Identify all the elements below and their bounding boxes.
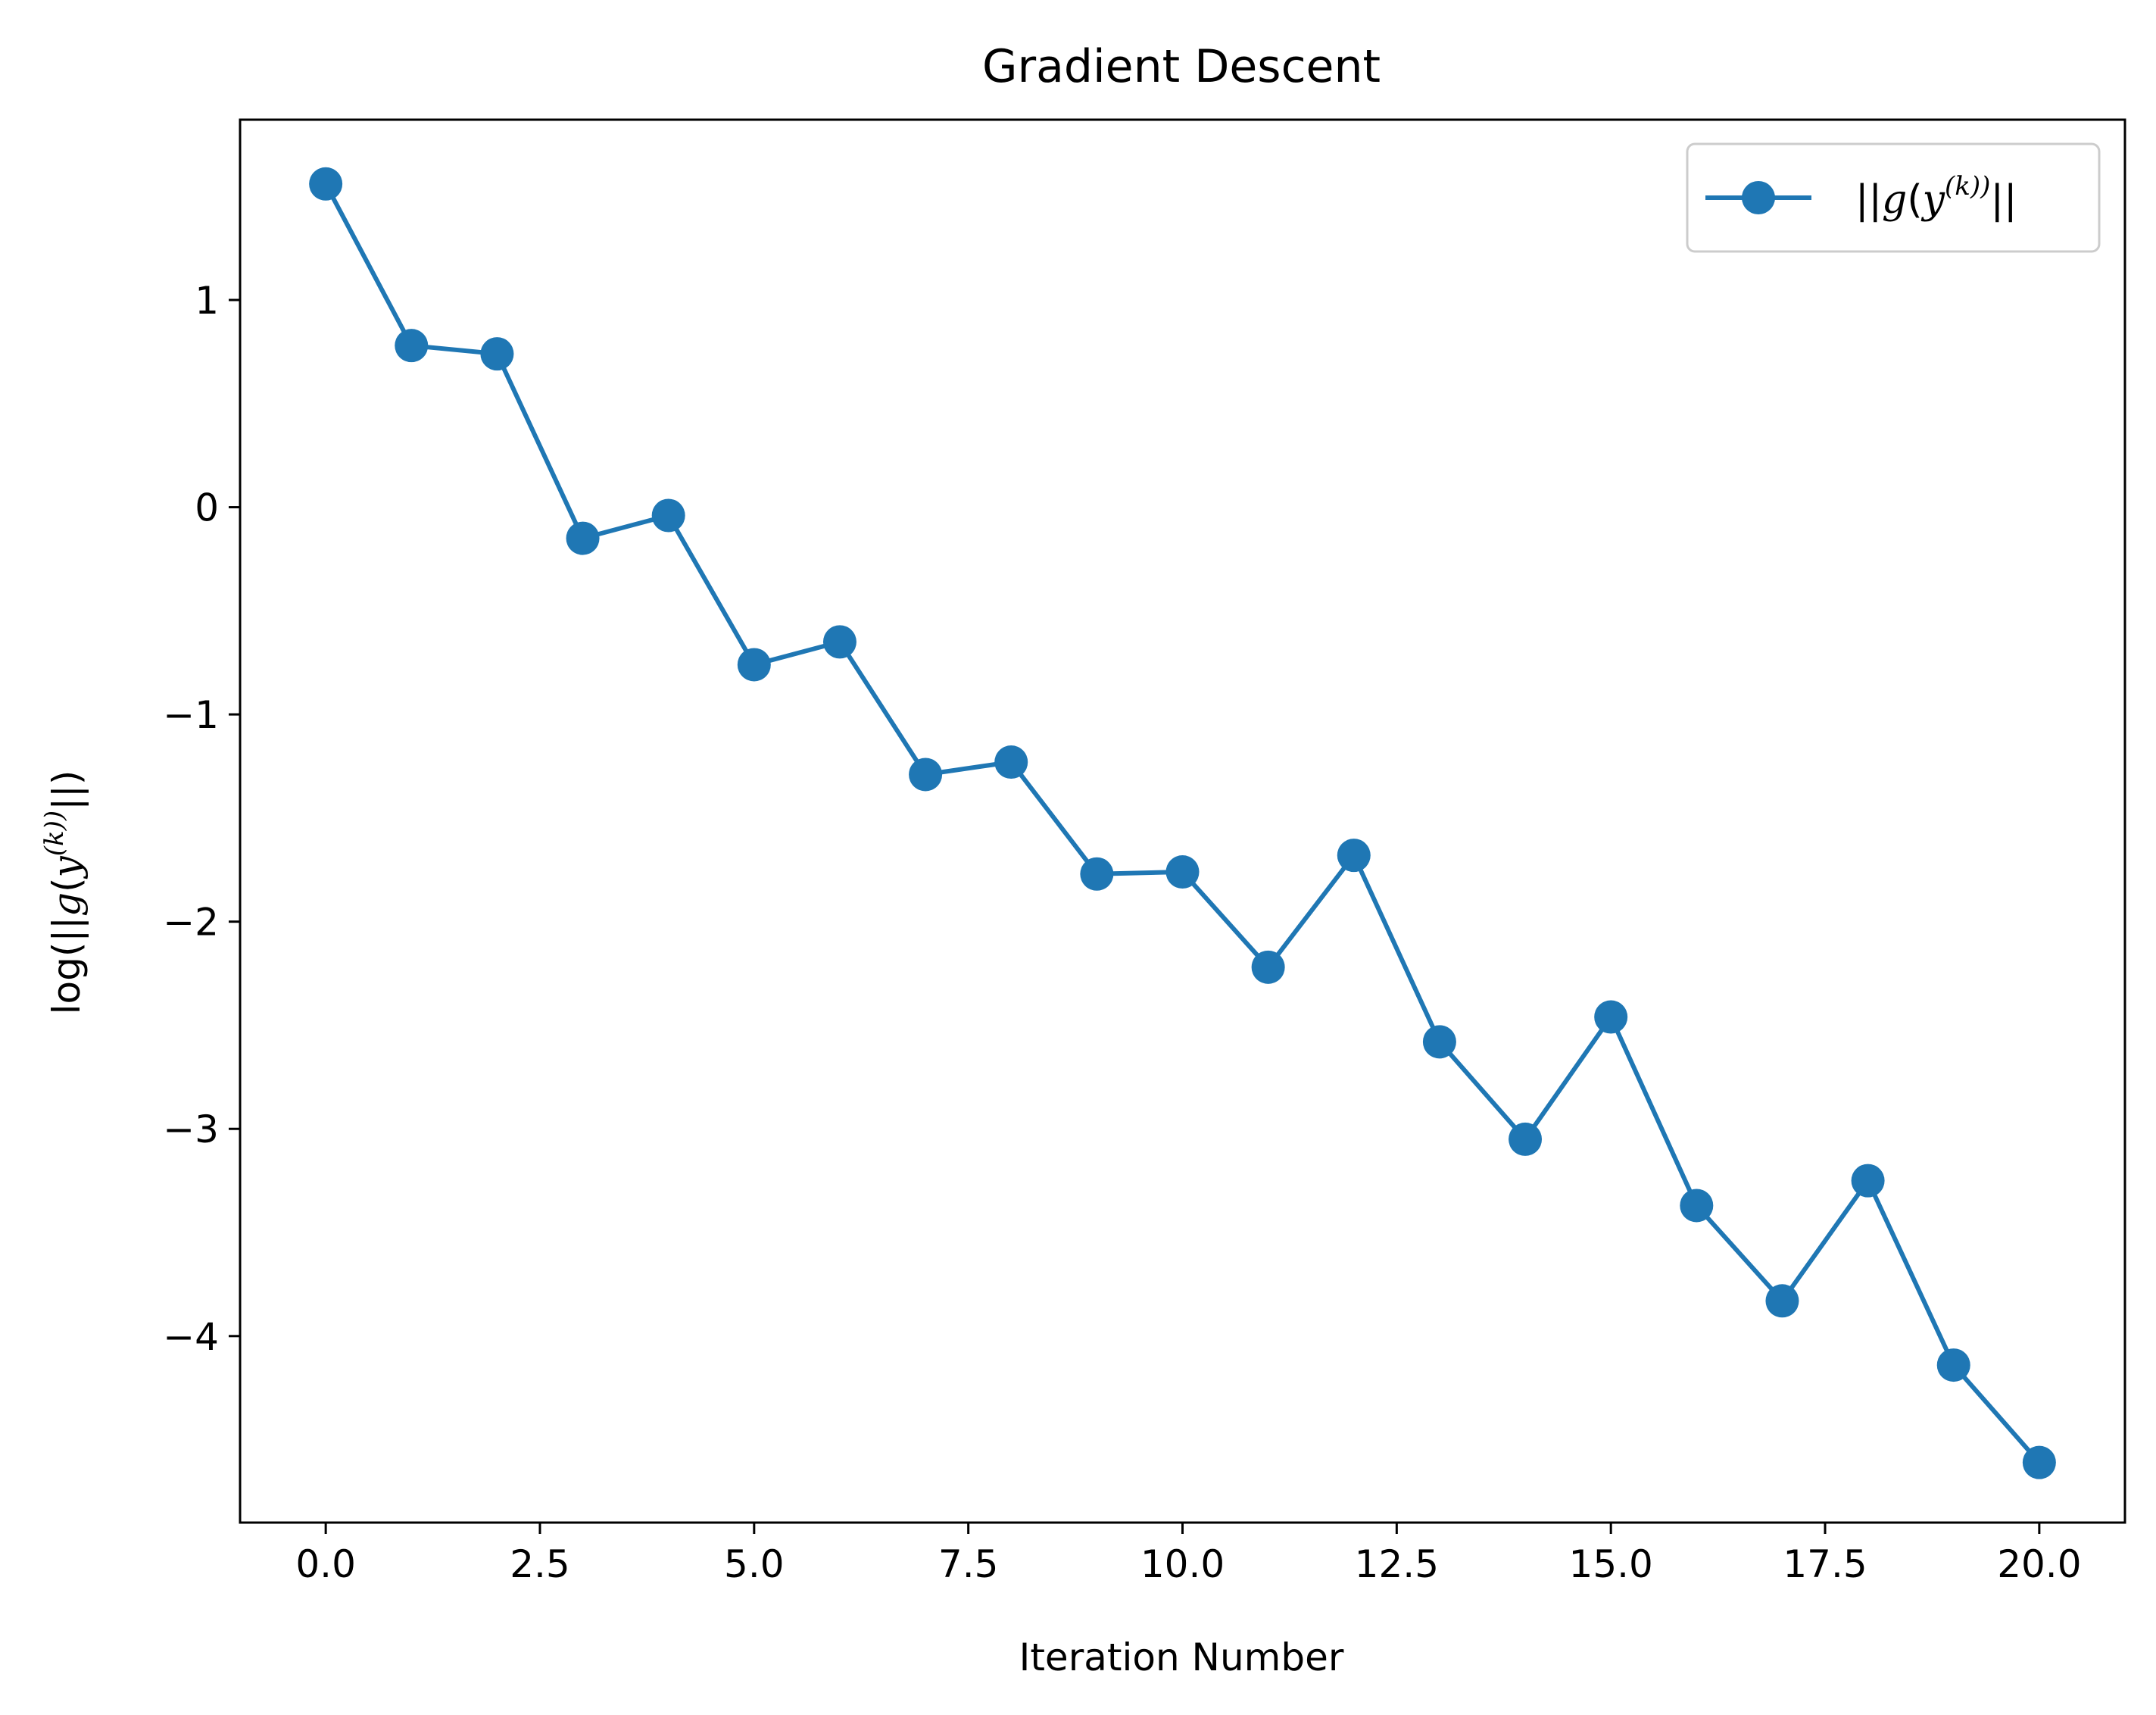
data-point [1509,1122,1543,1156]
y-axis-title-open: ( [45,877,89,892]
legend-label-g: g [1882,177,1907,223]
y-tick-label: −3 [163,1107,219,1151]
x-tick-label: 17.5 [1783,1542,1867,1586]
y-axis-title-suffix: ||) [45,770,89,811]
data-point [566,521,600,555]
data-point [1594,1000,1628,1034]
y-tick-label: −4 [163,1315,219,1359]
y-axis-title-superscript: (k)) [39,811,70,856]
data-point [909,758,943,792]
axes-frame [239,118,2126,1524]
legend-label: ||g(y(k))|| [1855,171,2017,223]
data-point [1165,855,1200,889]
data-point [1080,857,1114,891]
y-axis-title-y: y [45,855,89,879]
legend-label-suffix: || [1990,177,2017,223]
data-point [395,329,429,363]
data-point [1851,1164,1885,1198]
plot-area: 0.0 2.5 5.0 7.5 10.0 12.5 15.0 17.5 20.0 1 0 −1 −2 −3… [163,118,2126,1586]
y-axis-title: log(||g(y(k))||) [39,770,89,1015]
x-tick-label: 15.0 [1569,1542,1653,1586]
data-point [309,167,343,201]
data-point [994,745,1028,779]
y-tick-label: 0 [195,486,219,530]
data-point [1422,1025,1456,1059]
y-tick-label: 1 [195,279,219,323]
data-point [1337,839,1371,873]
y-tick-label: −2 [163,901,219,945]
y-tick-label: −1 [163,693,219,737]
data-point [2022,1445,2056,1479]
x-tick-label: 12.5 [1355,1542,1439,1586]
x-tick-label: 10.0 [1140,1542,1225,1586]
legend: ||g(y(k))|| [1686,142,2101,253]
x-tick-label: 5.0 [724,1542,785,1586]
x-tick-label: 0.0 [295,1542,356,1586]
data-point [651,498,685,533]
y-axis-title-prefix: log(|| [45,917,89,1014]
data-point [1251,950,1285,984]
legend-label-y: y [1921,177,1945,223]
x-tick-label: 7.5 [938,1542,999,1586]
data-point [1936,1348,1970,1382]
legend-label-prefix: || [1855,177,1882,223]
data-point [822,625,856,659]
legend-marker-swatch [1742,181,1775,214]
chart-title: Gradient Descent [982,40,1381,93]
legend-label-superscript: (k)) [1945,171,1990,201]
data-point [1765,1284,1799,1318]
x-tick-label: 2.5 [510,1542,570,1586]
y-axis-title-g: g [45,892,89,917]
data-point [480,337,514,371]
data-point [737,648,771,682]
legend-label-open: ( [1907,177,1922,223]
data-point [1680,1189,1714,1223]
legend-frame [1686,142,2101,253]
x-tick-label: 20.0 [1997,1542,2081,1586]
x-axis-title: Iteration Number [1019,1635,1344,1679]
